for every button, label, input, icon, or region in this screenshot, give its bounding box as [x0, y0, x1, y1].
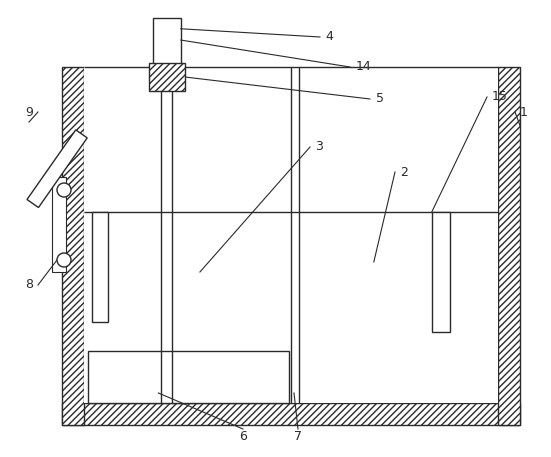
Bar: [84, 67, 498, 403]
Text: 7: 7: [294, 430, 302, 443]
Text: 8: 8: [25, 278, 33, 292]
Circle shape: [57, 183, 71, 197]
Bar: [62, 67, 84, 425]
Bar: [88, 351, 289, 403]
Circle shape: [57, 253, 71, 267]
Bar: [52, 177, 66, 272]
Text: 14: 14: [356, 60, 372, 74]
Text: 6: 6: [239, 430, 247, 443]
Text: 5: 5: [376, 92, 384, 106]
Bar: [62, 403, 520, 425]
Text: 1: 1: [520, 106, 528, 118]
Text: 4: 4: [325, 31, 333, 43]
Bar: [92, 212, 108, 322]
Bar: [153, 18, 181, 67]
Bar: [149, 63, 185, 91]
Text: 2: 2: [400, 165, 408, 179]
Text: 15: 15: [492, 90, 508, 103]
Bar: [498, 67, 520, 425]
Bar: [432, 212, 450, 332]
Text: 3: 3: [315, 140, 323, 154]
Bar: [27, 130, 87, 207]
Text: 9: 9: [25, 106, 33, 118]
